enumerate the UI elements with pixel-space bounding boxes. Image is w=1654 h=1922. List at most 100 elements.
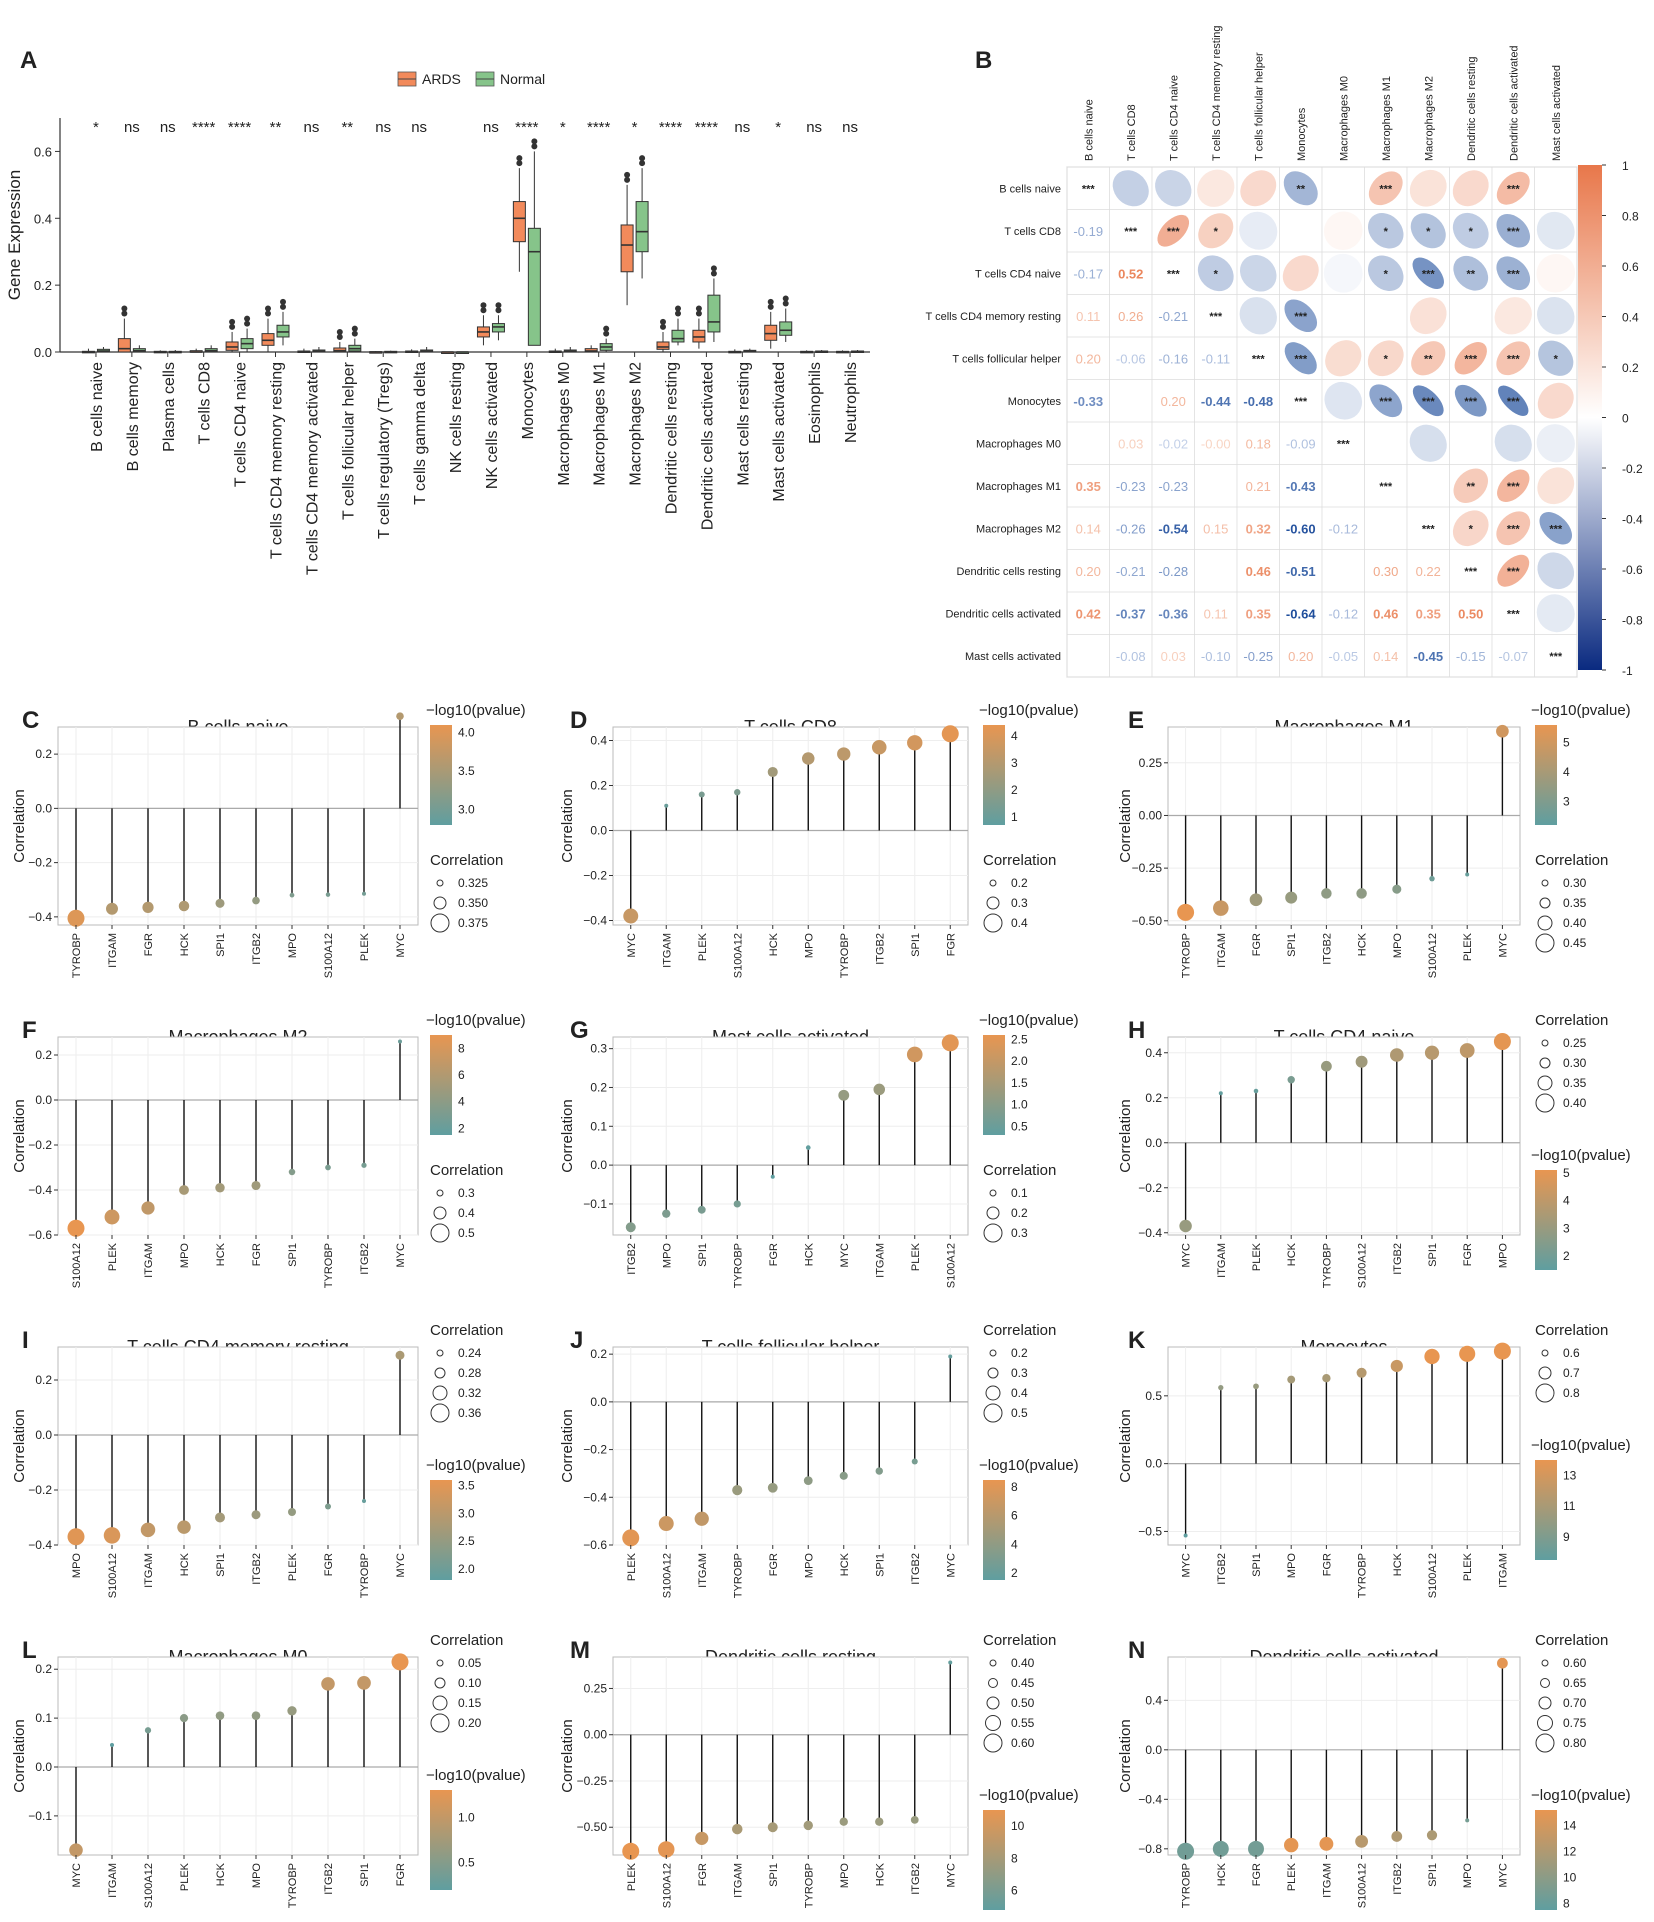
outlier [280, 303, 286, 310]
gradient-tick-label: 2 [1011, 783, 1018, 797]
size-legend-label: 0.45 [1563, 936, 1587, 950]
outlier [639, 160, 646, 167]
size-legend-label: 0.40 [1563, 1096, 1587, 1110]
category-label: Dendritic cells resting [664, 362, 681, 514]
box [261, 333, 275, 346]
size-legend-label: 0.5 [1011, 1406, 1028, 1420]
outlier [121, 305, 128, 312]
colorbar-label: -0.6 [1622, 563, 1643, 577]
gradient-tick-label: 4 [458, 1095, 465, 1109]
corr-ellipse [1367, 340, 1404, 377]
gene-label: MPO [1392, 933, 1404, 959]
outlier [265, 310, 271, 317]
lollipop-dot [1392, 884, 1402, 894]
lollipop-dot [398, 1039, 402, 1044]
row-label: Dendritic cells resting [956, 566, 1061, 578]
gene-label: MYC [1181, 1243, 1193, 1268]
size-legend-circle [1541, 879, 1549, 887]
gradient-tick-label: 3.5 [458, 1479, 475, 1493]
gene-label: FGR [143, 933, 155, 956]
size-legend-label: 0.10 [458, 1676, 482, 1690]
size-legend-label: 0.35 [1563, 896, 1587, 910]
corr-value: -0.48 [1243, 394, 1273, 409]
gradient-tick-label: 2.0 [1011, 1054, 1028, 1068]
size-legend-circle [436, 1189, 444, 1197]
category-label: Mast cells activated [771, 362, 788, 502]
corr-value: -0.60 [1286, 521, 1316, 536]
gradient-tick-label: 8 [1011, 1480, 1018, 1494]
size-legend-circle [986, 1206, 1000, 1220]
gene-label: SPI1 [1427, 1243, 1439, 1267]
lollipop-dot [67, 1219, 85, 1237]
row-label: Macrophages M0 [976, 438, 1061, 450]
significance-stars: * [1426, 226, 1431, 238]
gradient-tick-label: 6 [1011, 1509, 1018, 1523]
size-legend-circle [436, 879, 444, 887]
size-legend-circle [989, 879, 997, 887]
category-label: Macrophages M0 [556, 362, 573, 486]
panel-e: EMacrophages M1−0.50−0.250.000.25Correla… [1117, 702, 1631, 978]
lollipop-dot [803, 1820, 813, 1831]
significance-stars: *** [1464, 353, 1478, 365]
gene-label: MYC [626, 933, 638, 958]
y-tick-label: 0.0 [35, 1093, 52, 1107]
lollipop-dot [941, 725, 959, 743]
lollipop-dot [1465, 872, 1470, 877]
gene-label: MYC [395, 933, 407, 958]
significance-stars: * [1384, 226, 1389, 238]
significance-label: ns [842, 119, 858, 136]
gradient-legend-title: −log10(pvalue) [426, 1767, 526, 1784]
size-legend-circle [1541, 1039, 1549, 1047]
y-tick-label: 0.0 [590, 824, 607, 838]
significance-stars: *** [1379, 183, 1393, 195]
lollipop-dot [1497, 1657, 1508, 1669]
y-tick-label: 0.4 [1145, 1046, 1162, 1060]
significance-label: ns [375, 119, 391, 136]
colorbar-label: -0.4 [1622, 513, 1643, 527]
significance-label: **** [695, 119, 719, 136]
lollipop-dot [179, 1185, 189, 1195]
legend-label: Normal [500, 71, 545, 87]
lollipop-dot [1465, 1818, 1470, 1823]
y-axis-title: Correlation [11, 1099, 28, 1172]
size-legend-circle [989, 1189, 997, 1197]
y-tick-label: −0.2 [28, 1138, 52, 1152]
outlier [495, 302, 502, 309]
panel-label: M [570, 1637, 590, 1664]
size-legend-label: 0.6 [1563, 1346, 1580, 1360]
gene-label: PLEK [359, 932, 371, 961]
gene-label: S100A12 [71, 1243, 83, 1288]
gradient-tick-label: 3.0 [458, 1506, 475, 1520]
outlier [531, 138, 538, 145]
outlier [624, 176, 631, 183]
significance-stars: * [1469, 226, 1474, 238]
size-legend-circle [1541, 1349, 1549, 1357]
row-label: Macrophages M2 [976, 523, 1061, 535]
lollipop-dot [871, 739, 887, 755]
corr-ellipse [1536, 424, 1575, 463]
lollipop-dot [251, 1180, 261, 1191]
lollipop-dot [1496, 724, 1509, 738]
outlier [767, 298, 774, 305]
size-legend-circle [986, 1696, 1000, 1710]
size-legend-circle [434, 1677, 446, 1689]
panel-l: LMacrophages M0−0.10.00.10.2CorrelationM… [11, 1632, 526, 1908]
size-legend-circle [1535, 1383, 1555, 1403]
corr-value: 0.20 [1076, 351, 1101, 366]
gradient-legend-title: −log10(pvalue) [979, 1787, 1079, 1804]
row-label: Dendritic cells activated [945, 608, 1061, 620]
corr-value: 0.14 [1373, 649, 1398, 664]
lollipop-dot [357, 1676, 371, 1690]
lollipop-dot [1287, 1076, 1295, 1084]
gradient-tick-label: 5 [1563, 736, 1570, 750]
size-legend-label: 0.55 [1011, 1716, 1035, 1730]
box [620, 224, 634, 273]
lollipop-dot [362, 891, 366, 896]
gradient-legend-title: −log10(pvalue) [426, 1457, 526, 1474]
gene-label: ITGAM [1216, 933, 1228, 968]
box [225, 341, 239, 351]
significance-label: **** [192, 119, 216, 136]
gradient-legend-title: −log10(pvalue) [1531, 1437, 1631, 1454]
corr-ellipse [1412, 385, 1444, 417]
lollipop-dot [1391, 1831, 1403, 1842]
